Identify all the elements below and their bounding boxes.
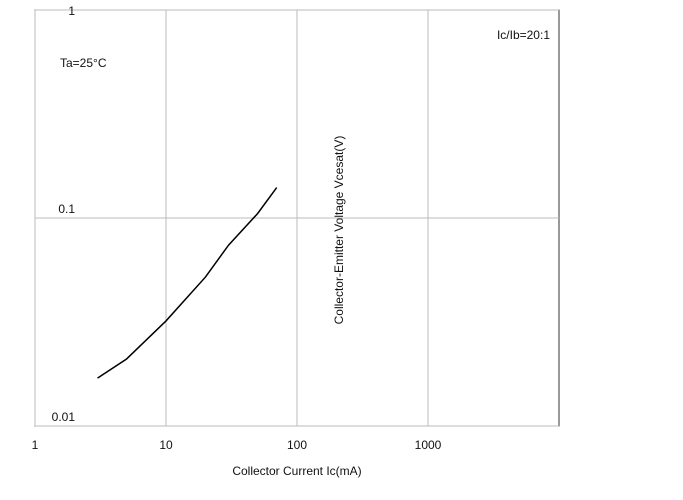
x-tick-label: 10 [159, 438, 173, 452]
x-tick-label: 100 [287, 438, 307, 452]
y-tick-label: 0.1 [58, 202, 75, 216]
chart: Collector Current Ic(mA) Collector-Emitt… [0, 0, 683, 500]
annotation: Ic/Ib=20:1 [497, 28, 550, 42]
x-tick-label: 1000 [415, 438, 442, 452]
x-axis-label: Collector Current Ic(mA) [232, 464, 361, 478]
y-axis-label: Collector-Emitter Voltage Vcesat(V) [332, 136, 346, 325]
y-tick-label: 1 [68, 4, 75, 18]
data-line [98, 188, 277, 378]
x-tick-label: 1 [32, 438, 39, 452]
y-tick-label: 0.01 [52, 410, 76, 424]
annotation: Ta=25°C [60, 56, 107, 70]
